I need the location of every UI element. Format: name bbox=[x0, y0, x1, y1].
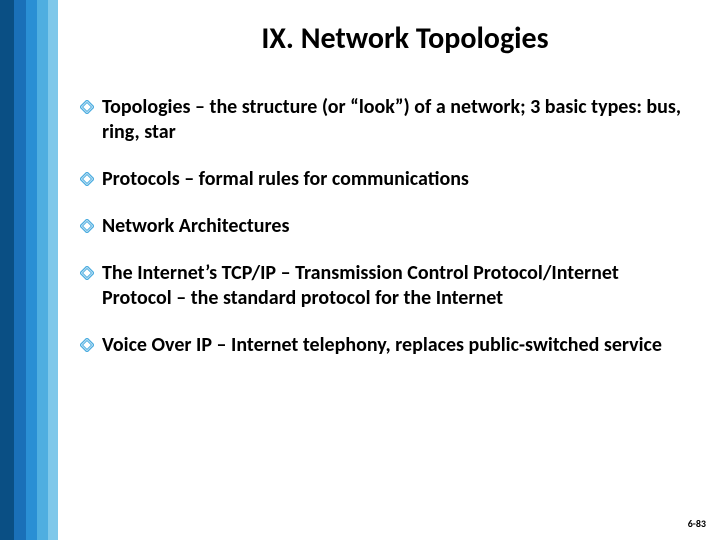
bullet-text: Voice Over IP – Internet telephony, repl… bbox=[102, 333, 662, 358]
bullet-text: Network Architectures bbox=[102, 214, 289, 239]
diamond-bullet-icon bbox=[80, 172, 94, 186]
stripe bbox=[14, 0, 26, 540]
bullet-item: Protocols – formal rules for communicati… bbox=[80, 167, 700, 192]
diamond-bullet-icon bbox=[80, 338, 94, 352]
bullet-item: Network Architectures bbox=[80, 214, 700, 239]
stripe bbox=[0, 0, 14, 540]
stripe bbox=[37, 0, 48, 540]
diamond-bullet-icon bbox=[80, 219, 94, 233]
bullet-text: The Internet’s TCP/IP – Transmission Con… bbox=[102, 261, 690, 311]
slide-title: IX. Network Topologies bbox=[110, 20, 700, 57]
bullet-list: Topologies – the structure (or “look”) o… bbox=[80, 95, 700, 358]
bullet-text: Protocols – formal rules for communicati… bbox=[102, 167, 469, 192]
diamond-bullet-icon bbox=[80, 266, 94, 280]
stripe bbox=[48, 0, 58, 540]
stripe bbox=[26, 0, 37, 540]
diamond-bullet-icon bbox=[80, 100, 94, 114]
left-stripe-decoration bbox=[0, 0, 58, 540]
bullet-item: The Internet’s TCP/IP – Transmission Con… bbox=[80, 261, 700, 311]
page-number: 6-83 bbox=[688, 517, 706, 530]
slide-content: IX. Network Topologies Topologies – the … bbox=[80, 20, 700, 380]
bullet-text: Topologies – the structure (or “look”) o… bbox=[102, 95, 690, 145]
bullet-item: Voice Over IP – Internet telephony, repl… bbox=[80, 333, 700, 358]
bullet-item: Topologies – the structure (or “look”) o… bbox=[80, 95, 700, 145]
